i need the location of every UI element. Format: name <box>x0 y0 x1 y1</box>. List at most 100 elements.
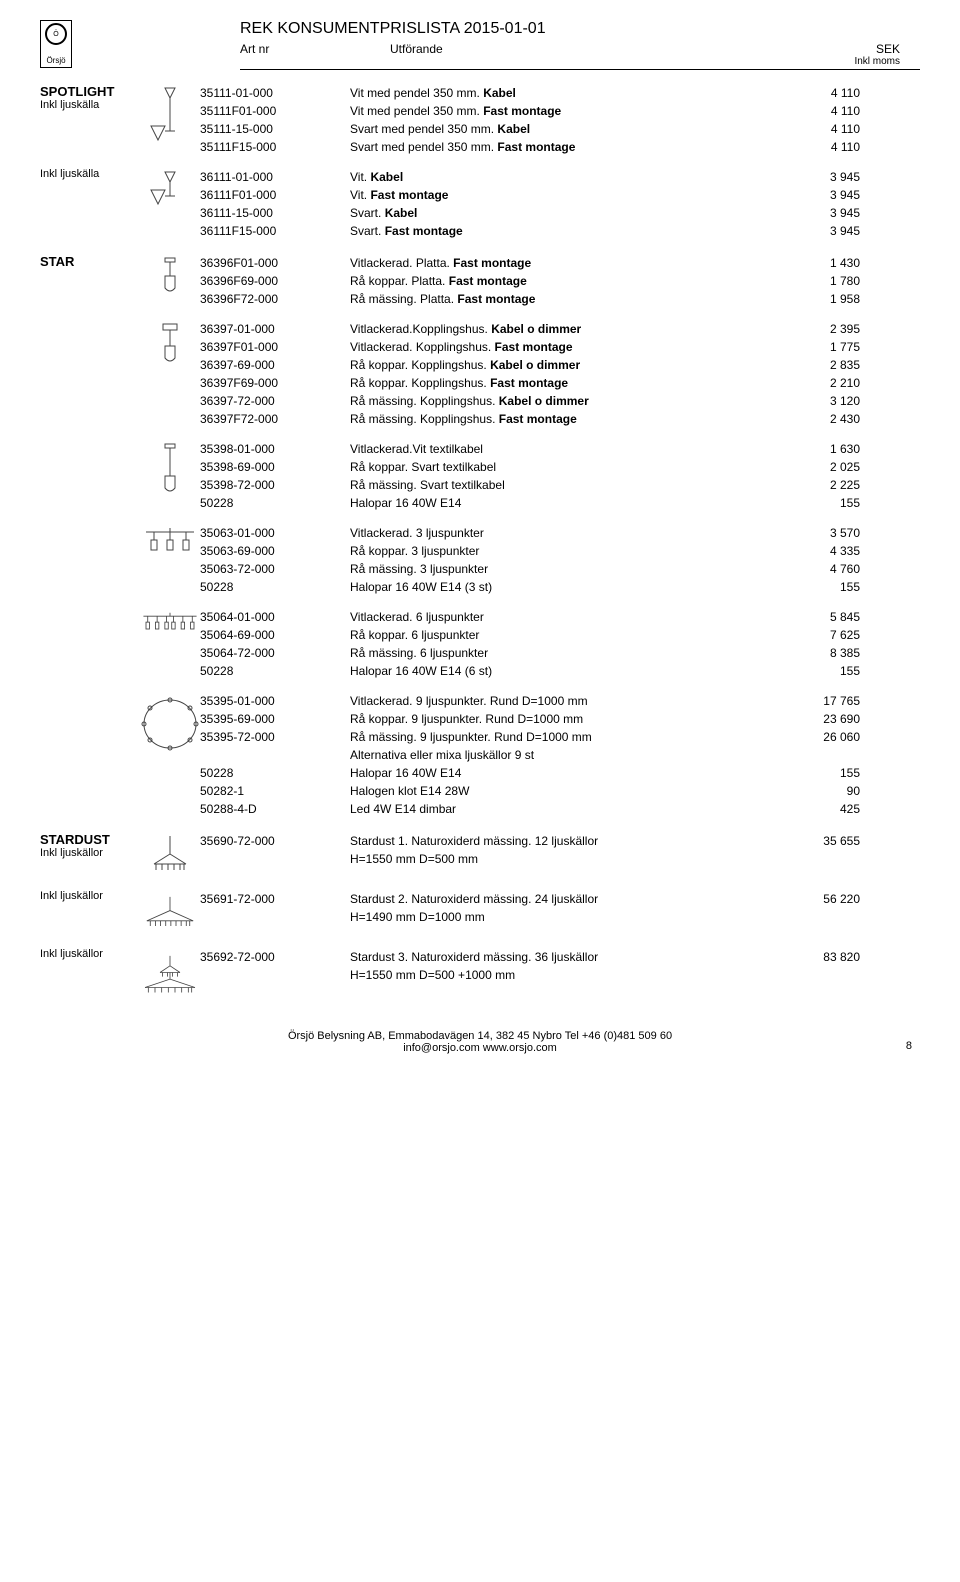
price-row: 36111-15-000Svart. Kabel3 945 <box>200 204 920 222</box>
price-row: 35398-69-000Rå koppar. Svart textilkabel… <box>200 458 920 476</box>
art-number: 35690-72-000 <box>200 832 350 850</box>
description: H=1550 mm D=500 mm <box>350 850 740 868</box>
description: Vit. Fast montage <box>350 186 740 204</box>
price: 3 945 <box>740 222 860 240</box>
price-row: 35395-72-000Rå mässing. 9 ljuspunkter. R… <box>200 728 920 746</box>
description: Svart. Fast montage <box>350 222 740 240</box>
spotlight-short-icon <box>140 168 200 240</box>
description: Rå mässing. Platta. Fast montage <box>350 290 740 308</box>
art-number: 35063-69-000 <box>200 542 350 560</box>
price: 155 <box>740 578 860 596</box>
price: 7 625 <box>740 626 860 644</box>
description: Vit med pendel 350 mm. Kabel <box>350 84 740 102</box>
price-row: 35395-01-000Vitlackerad. 9 ljuspunkter. … <box>200 692 920 710</box>
price: 4 110 <box>740 138 860 156</box>
description: Halopar 16 40W E14 <box>350 764 740 782</box>
description: Rå koppar. 9 ljuspunkter. Rund D=1000 mm <box>350 710 740 728</box>
product-group: SPOTLIGHTInkl ljuskälla 35111-01-000Vit m… <box>40 84 920 156</box>
rows-container: 36396F01-000Vitlackerad. Platta. Fast mo… <box>200 254 920 308</box>
price-row: H=1550 mm D=500 mm <box>200 850 920 868</box>
category-label <box>40 524 140 596</box>
description: Rå koppar. Platta. Fast montage <box>350 272 740 290</box>
price: 5 845 <box>740 608 860 626</box>
brand-logo: Ö Örsjö <box>40 20 72 68</box>
price-row: 50228Halopar 16 40W E14 (3 st)155 <box>200 578 920 596</box>
art-number: 35111F15-000 <box>200 138 350 156</box>
art-number: 35398-72-000 <box>200 476 350 494</box>
price-row: 35064-72-000Rå mässing. 6 ljuspunkter8 3… <box>200 644 920 662</box>
price-row: 36396F01-000Vitlackerad. Platta. Fast mo… <box>200 254 920 272</box>
category-label <box>40 320 140 428</box>
price-row: 35063-72-000Rå mässing. 3 ljuspunkter4 7… <box>200 560 920 578</box>
price: 3 945 <box>740 186 860 204</box>
price-row: 35690-72-000Stardust 1. Naturoxiderd mäs… <box>200 832 920 850</box>
price-row: 36397-72-000Rå mässing. Kopplingshus. Ka… <box>200 392 920 410</box>
product-group: Inkl ljuskällor35691-72-000Stardust 2. N… <box>40 890 920 936</box>
rows-container: 35063-01-000Vitlackerad. 3 ljuspunkter3 … <box>200 524 920 596</box>
price-row: 36111-01-000Vit. Kabel3 945 <box>200 168 920 186</box>
price-row: 35398-72-000Rå mässing. Svart textilkabe… <box>200 476 920 494</box>
art-number: 50228 <box>200 662 350 680</box>
category-label: STAR <box>40 254 140 308</box>
description: Vitlackerad. 6 ljuspunkter <box>350 608 740 626</box>
price: 17 765 <box>740 692 860 710</box>
art-number: 35395-72-000 <box>200 728 350 746</box>
description: Rå koppar. 3 ljuspunkter <box>350 542 740 560</box>
description: Rå koppar. Kopplingshus. Kabel o dimmer <box>350 356 740 374</box>
rows-container: 35111-01-000Vit med pendel 350 mm. Kabel… <box>200 84 920 156</box>
product-group: 35063-01-000Vitlackerad. 3 ljuspunkter3 … <box>40 524 920 596</box>
category-label: SPOTLIGHTInkl ljuskälla <box>40 84 140 156</box>
price: 4 335 <box>740 542 860 560</box>
price <box>740 966 860 984</box>
art-number: 35395-69-000 <box>200 710 350 728</box>
price-section: SPOTLIGHTInkl ljuskälla 35111-01-000Vit m… <box>40 84 920 240</box>
spotlight-pendel-icon <box>140 84 200 156</box>
description: Vit. Kabel <box>350 168 740 186</box>
price: 56 220 <box>740 890 860 908</box>
price-row: 35691-72-000Stardust 2. Naturoxiderd mäs… <box>200 890 920 908</box>
description: Svart med pendel 350 mm. Kabel <box>350 120 740 138</box>
price: 2 210 <box>740 374 860 392</box>
price: 35 655 <box>740 832 860 850</box>
art-number: 35111-01-000 <box>200 84 350 102</box>
price: 26 060 <box>740 728 860 746</box>
page-header: Ö Örsjö REK KONSUMENTPRISLISTA 2015-01-0… <box>40 20 920 70</box>
price-row: 35111F15-000Svart med pendel 350 mm. Fas… <box>200 138 920 156</box>
product-group: 35395-01-000Vitlackerad. 9 ljuspunkter. … <box>40 692 920 818</box>
stardust-2-icon <box>140 890 200 936</box>
description: Halopar 16 40W E14 (6 st) <box>350 662 740 680</box>
description: Stardust 2. Naturoxiderd mässing. 24 lju… <box>350 890 740 908</box>
price-row: 50228Halopar 16 40W E14155 <box>200 764 920 782</box>
price-row: 36111F15-000Svart. Fast montage3 945 <box>200 222 920 240</box>
art-number: 36111-01-000 <box>200 168 350 186</box>
product-group: Inkl ljuskällor35692-72-000Stardust 3. N… <box>40 948 920 1000</box>
art-number: 50228 <box>200 764 350 782</box>
price: 90 <box>740 782 860 800</box>
price: 4 110 <box>740 102 860 120</box>
art-number: 36397F72-000 <box>200 410 350 428</box>
price-row: 36397F69-000Rå koppar. Kopplingshus. Fas… <box>200 374 920 392</box>
description: Vitlackerad. 9 ljuspunkter. Rund D=1000 … <box>350 692 740 710</box>
rows-container: 36111-01-000Vit. Kabel3 94536111F01-000V… <box>200 168 920 240</box>
price-row: 36397F72-000Rå mässing. Kopplingshus. Fa… <box>200 410 920 428</box>
description: Vitlackerad. Platta. Fast montage <box>350 254 740 272</box>
price-row: 35064-69-000Rå koppar. 6 ljuspunkter7 62… <box>200 626 920 644</box>
description: Halopar 16 40W E14 (3 st) <box>350 578 740 596</box>
art-number: 35111-15-000 <box>200 120 350 138</box>
price: 1 430 <box>740 254 860 272</box>
art-number: 50228 <box>200 578 350 596</box>
category-label <box>40 608 140 680</box>
art-number: 35063-01-000 <box>200 524 350 542</box>
description: Stardust 3. Naturoxiderd mässing. 36 lju… <box>350 948 740 966</box>
description: Led 4W E14 dimbar <box>350 800 740 818</box>
price: 83 820 <box>740 948 860 966</box>
price-row: 50228Halopar 16 40W E14 (6 st)155 <box>200 662 920 680</box>
star-ring-icon <box>140 692 200 818</box>
price-row: H=1550 mm D=500 +1000 mm <box>200 966 920 984</box>
art-number <box>200 908 350 926</box>
description: Vitlackerad. Kopplingshus. Fast montage <box>350 338 740 356</box>
description: Alternativa eller mixa ljuskällor 9 st <box>350 746 740 764</box>
price-section: STARDUSTInkl ljuskällor35690-72-000Stard… <box>40 832 920 1000</box>
art-number: 36111F01-000 <box>200 186 350 204</box>
art-number: 35064-72-000 <box>200 644 350 662</box>
